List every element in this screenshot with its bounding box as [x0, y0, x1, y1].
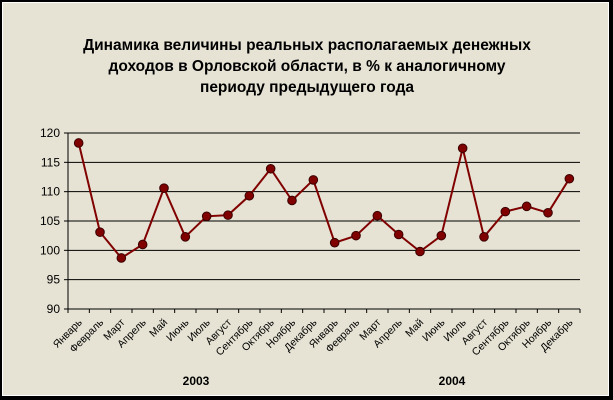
data-point — [116, 253, 127, 263]
year-label: 2004 — [439, 374, 466, 388]
data-points — [73, 138, 575, 263]
y-axis-ticks: 90 95 100 105 110 115 120 — [40, 126, 60, 316]
data-point — [543, 207, 553, 218]
series-line — [77, 142, 571, 260]
data-point — [73, 138, 84, 148]
y-tick-label: 115 — [41, 155, 60, 169]
year-label: 2003 — [183, 374, 210, 388]
chart-frame: Динамика величины реальных располагаемых… — [2, 2, 609, 396]
y-tick-label: 105 — [40, 214, 60, 228]
data-point — [457, 143, 468, 154]
data-point — [372, 210, 383, 221]
x-axis-ticks: ЯнварьФевральМартАпрельМайИюньИюльАвгуст… — [51, 316, 576, 358]
data-point — [351, 230, 361, 241]
data-point — [500, 206, 511, 217]
data-point — [287, 195, 297, 206]
data-point — [159, 183, 169, 193]
grid-lines — [68, 132, 580, 310]
line-chart: Динамика величины реальных располагаемых… — [40, 37, 581, 388]
data-point — [436, 230, 447, 241]
x-tick-label: Июнь — [420, 316, 448, 344]
chart-title-line: доходов в Орловской области, в % к анало… — [109, 58, 506, 75]
year-labels: 2003 2004 — [183, 374, 466, 388]
y-tick-label: 90 — [47, 302, 61, 316]
data-point — [95, 227, 105, 237]
data-point — [137, 239, 148, 250]
data-point — [521, 201, 532, 212]
data-point — [415, 246, 425, 257]
chart-title-line: периоду предыдущего года — [200, 79, 414, 96]
y-tick-label: 120 — [40, 126, 60, 140]
y-tick-label: 110 — [41, 185, 60, 199]
y-tick-label: 95 — [47, 273, 61, 287]
data-point — [223, 210, 233, 220]
axes — [64, 132, 581, 313]
data-point — [201, 211, 212, 222]
y-tick-label: 100 — [40, 243, 60, 257]
data-point — [180, 232, 191, 242]
x-tick-label: Июнь — [164, 316, 192, 344]
data-point — [265, 163, 276, 174]
series-line-path — [77, 142, 571, 260]
data-point — [393, 229, 404, 240]
chart-title: Динамика величины реальных располагаемых… — [83, 37, 531, 96]
data-point — [329, 237, 340, 248]
data-point — [308, 175, 319, 185]
chart-title-line: Динамика величины реальных располагаемых… — [83, 37, 531, 54]
data-point — [564, 173, 575, 184]
data-point — [244, 190, 255, 201]
data-point — [479, 232, 489, 242]
